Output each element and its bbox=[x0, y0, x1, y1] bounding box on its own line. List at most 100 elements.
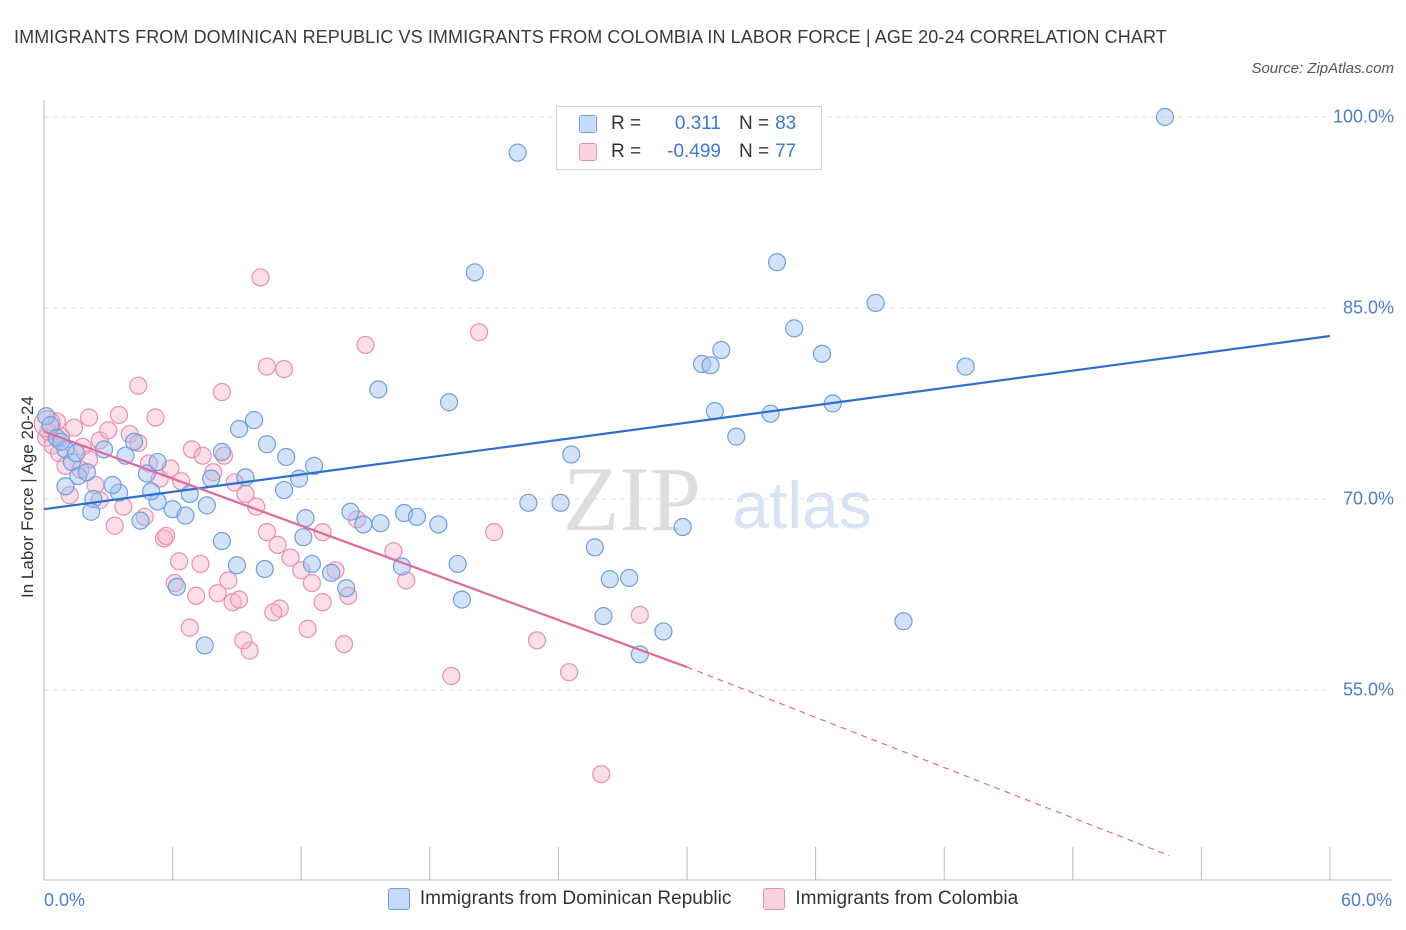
correlation-legend: R = 0.311 N = 83 R = -0.499 N = 77 bbox=[556, 106, 822, 170]
data-point bbox=[180, 618, 199, 637]
data-point bbox=[202, 469, 221, 488]
trend-line-colombia bbox=[43, 430, 688, 669]
data-point bbox=[369, 380, 388, 399]
data-point bbox=[1155, 107, 1175, 127]
data-point bbox=[212, 531, 231, 551]
data-point bbox=[585, 538, 604, 557]
data-point bbox=[193, 446, 212, 465]
data-point bbox=[257, 523, 277, 542]
data-point bbox=[304, 456, 324, 475]
data-point bbox=[354, 515, 373, 534]
data-point bbox=[146, 408, 165, 427]
data-point bbox=[289, 469, 309, 488]
data-point bbox=[234, 631, 253, 650]
data-point bbox=[551, 493, 570, 512]
legend-swatch-pink bbox=[579, 143, 597, 161]
data-point bbox=[371, 514, 390, 533]
data-point bbox=[465, 263, 484, 282]
data-point bbox=[212, 442, 231, 461]
data-point bbox=[600, 570, 619, 589]
data-point bbox=[257, 357, 277, 376]
data-point bbox=[212, 382, 231, 402]
legend-r-value: 0.311 bbox=[674, 113, 721, 134]
data-point bbox=[67, 444, 86, 463]
data-point bbox=[294, 528, 313, 547]
watermark-atlas: atlas bbox=[732, 468, 871, 542]
chart-title: IMMIGRANTS FROM DOMINICAN REPUBLIC VS IM… bbox=[14, 27, 1167, 47]
data-point bbox=[956, 357, 975, 376]
data-point bbox=[197, 496, 216, 515]
data-point bbox=[337, 579, 356, 598]
data-point bbox=[148, 452, 167, 472]
data-point bbox=[154, 529, 174, 548]
data-point bbox=[727, 427, 746, 446]
data-point bbox=[302, 554, 322, 574]
data-point bbox=[630, 645, 649, 664]
data-point bbox=[195, 636, 214, 655]
data-point bbox=[313, 593, 332, 612]
data-point bbox=[187, 586, 206, 605]
legend-n-label: N = bbox=[739, 113, 770, 134]
data-point bbox=[274, 480, 294, 500]
legend-r-value: -0.499 bbox=[667, 141, 721, 162]
data-point bbox=[654, 622, 673, 641]
data-point bbox=[137, 464, 156, 483]
data-point bbox=[69, 466, 88, 486]
series-swatch-pink bbox=[763, 888, 786, 910]
data-point bbox=[182, 440, 201, 459]
series-legend: Immigrants from Dominican Republic Immig… bbox=[0, 888, 1406, 910]
data-point bbox=[109, 483, 129, 502]
data-point bbox=[429, 515, 448, 534]
series-name-colombia: Immigrants from Colombia bbox=[795, 888, 1019, 909]
data-point bbox=[452, 590, 472, 609]
data-point bbox=[313, 523, 332, 542]
data-point bbox=[485, 523, 504, 542]
legend-swatch-blue bbox=[579, 115, 597, 133]
data-point bbox=[79, 408, 99, 427]
y-tick-label: 100.0% bbox=[1332, 106, 1394, 127]
data-point bbox=[142, 482, 161, 501]
data-point bbox=[124, 432, 144, 451]
data-point bbox=[64, 418, 84, 437]
data-point bbox=[334, 635, 354, 654]
data-point bbox=[99, 421, 118, 440]
axes bbox=[43, 100, 1392, 881]
data-point bbox=[129, 376, 148, 395]
data-point bbox=[229, 419, 249, 439]
data-point bbox=[277, 447, 296, 467]
source-note: Source: ZipAtlas.com bbox=[1251, 60, 1394, 77]
data-point bbox=[448, 554, 467, 574]
data-point bbox=[219, 571, 238, 590]
data-point bbox=[341, 502, 360, 521]
y-tick-label: 70.0% bbox=[1342, 488, 1394, 509]
data-point bbox=[322, 563, 341, 582]
data-point bbox=[131, 511, 150, 530]
data-point bbox=[712, 340, 731, 360]
data-point bbox=[77, 463, 96, 482]
legend-row-dominican: R = 0.311 N = 83 bbox=[579, 112, 796, 136]
data-point bbox=[105, 516, 124, 535]
data-point bbox=[767, 253, 787, 272]
legend-n-label: N = bbox=[739, 141, 770, 162]
data-point bbox=[785, 319, 804, 338]
data-point bbox=[56, 477, 75, 496]
series-legend-dominican[interactable]: Immigrants from Dominican Republic bbox=[387, 888, 731, 910]
data-point bbox=[592, 764, 611, 784]
data-point bbox=[240, 641, 259, 660]
data-point bbox=[560, 663, 579, 682]
data-point bbox=[60, 486, 79, 505]
data-point bbox=[527, 631, 547, 650]
data-point bbox=[103, 475, 122, 495]
series-legend-colombia[interactable]: Immigrants from Colombia bbox=[763, 888, 1018, 910]
data-point bbox=[244, 410, 264, 430]
data-point bbox=[281, 548, 300, 567]
data-point bbox=[630, 605, 649, 624]
data-point bbox=[894, 612, 913, 631]
data-point bbox=[673, 517, 692, 537]
series-swatch-blue bbox=[387, 888, 410, 910]
y-tick-label: 55.0% bbox=[1342, 679, 1394, 700]
data-point bbox=[167, 577, 186, 596]
x-tick-label: 60.0% bbox=[1340, 890, 1392, 910]
data-point bbox=[397, 571, 416, 590]
